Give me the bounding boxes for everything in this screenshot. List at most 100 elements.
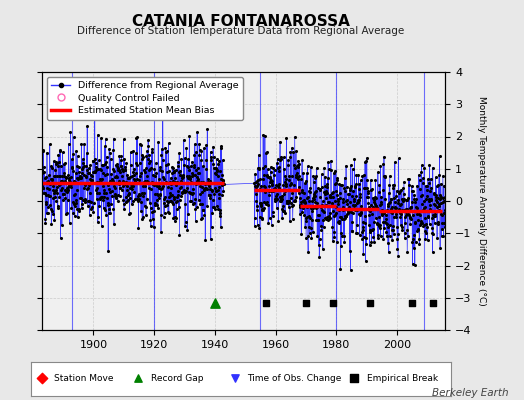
Point	[420, 222, 428, 228]
Point	[362, 240, 370, 247]
Point	[280, 188, 289, 194]
Point	[424, 176, 432, 182]
Point	[186, 198, 194, 204]
Point	[390, 204, 399, 211]
Point	[214, 173, 222, 180]
Point	[432, 192, 440, 198]
Point	[40, 190, 49, 196]
Point	[97, 167, 105, 173]
Point	[356, 193, 364, 200]
Point	[295, 161, 303, 168]
Point	[162, 198, 171, 204]
Point	[203, 186, 211, 192]
Point	[405, 204, 413, 211]
Point	[367, 239, 376, 245]
Point	[110, 221, 118, 227]
Point	[164, 209, 172, 216]
Point	[395, 190, 403, 196]
Point	[49, 211, 57, 218]
Point	[102, 212, 111, 218]
Point	[216, 213, 224, 219]
Point	[337, 233, 346, 240]
Point	[154, 205, 162, 212]
Point	[379, 236, 388, 242]
Point	[190, 152, 199, 158]
Point	[355, 232, 364, 238]
Point	[103, 154, 111, 160]
Point	[195, 141, 203, 147]
Point	[146, 205, 155, 211]
Point	[408, 239, 417, 245]
Point	[219, 177, 227, 183]
Point	[199, 207, 208, 214]
Point	[157, 186, 165, 192]
Point	[142, 212, 150, 219]
Point	[138, 182, 147, 189]
Point	[113, 167, 122, 173]
Point	[314, 242, 323, 249]
Point	[136, 199, 145, 205]
Point	[133, 176, 141, 183]
Point	[426, 206, 434, 213]
Point	[301, 200, 310, 206]
Point	[51, 158, 60, 165]
Point	[312, 165, 321, 171]
Point	[123, 172, 132, 178]
Point	[202, 166, 210, 172]
Point	[364, 204, 373, 210]
Point	[163, 198, 172, 205]
Point	[150, 166, 159, 172]
Point	[340, 233, 348, 239]
Point	[123, 183, 131, 190]
Point	[312, 217, 321, 223]
Point	[59, 191, 67, 197]
Point	[140, 202, 149, 209]
Point	[378, 206, 386, 213]
Point	[300, 199, 308, 205]
Point	[363, 177, 371, 183]
Point	[104, 181, 112, 188]
Point	[335, 194, 344, 201]
Point	[261, 188, 269, 195]
Point	[274, 165, 282, 171]
Point	[315, 236, 324, 242]
Point	[317, 227, 325, 233]
Point	[391, 159, 399, 165]
Point	[128, 180, 136, 187]
Point	[118, 178, 127, 184]
Point	[379, 209, 388, 216]
Point	[170, 196, 179, 202]
Point	[194, 165, 202, 171]
Point	[383, 229, 391, 235]
Point	[256, 200, 264, 206]
Point	[64, 197, 72, 203]
Point	[285, 177, 293, 183]
Point	[323, 189, 331, 196]
Point	[176, 197, 184, 203]
Point	[257, 202, 265, 209]
Point	[163, 184, 172, 190]
Point	[336, 266, 345, 272]
Point	[316, 194, 324, 200]
Text: CATANIA FONTANAROSSA: CATANIA FONTANAROSSA	[132, 14, 350, 29]
Point	[342, 198, 351, 204]
Point	[383, 233, 391, 240]
Point	[183, 164, 192, 170]
Point	[119, 168, 127, 174]
Point	[396, 210, 404, 216]
Point	[84, 185, 93, 191]
Point	[351, 184, 359, 190]
Point	[107, 201, 115, 207]
Point	[355, 186, 363, 192]
Point	[341, 213, 350, 220]
Point	[95, 195, 104, 202]
Point	[374, 169, 382, 176]
Point	[263, 172, 271, 178]
Point	[168, 200, 177, 207]
Point	[271, 193, 280, 199]
Point	[322, 216, 330, 222]
Point	[423, 237, 432, 244]
Point	[385, 200, 393, 206]
Point	[378, 210, 387, 217]
Point	[292, 174, 300, 181]
